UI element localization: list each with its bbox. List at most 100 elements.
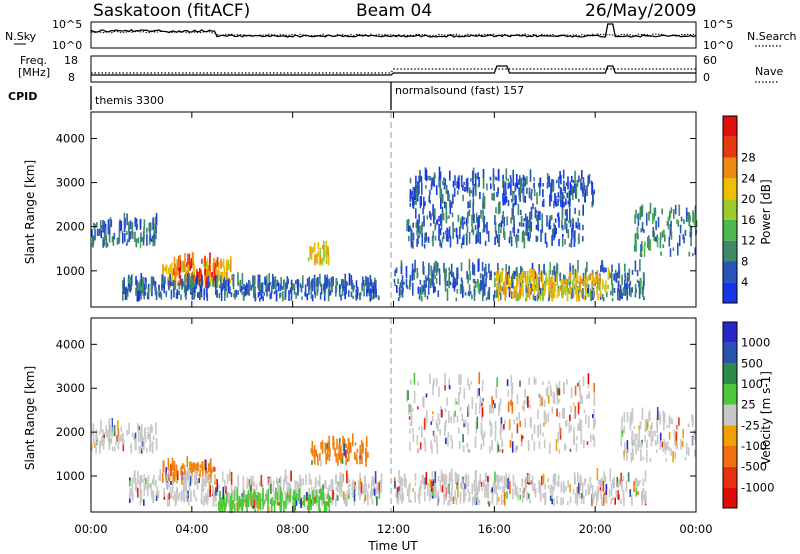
velocity-cell-2-326 <box>163 488 165 497</box>
power-cell-3-344 <box>241 285 243 291</box>
velocity-cell-2-334 <box>284 469 287 482</box>
power-cell-2-32 <box>213 267 216 281</box>
power-cell-5-133 <box>452 233 454 240</box>
power-cell-5-221 <box>412 241 414 249</box>
velocity-cell-6-375 <box>509 481 511 495</box>
velocity-cell-2-34 <box>168 496 171 507</box>
power-cell-7-227 <box>497 263 499 275</box>
power-cell-9-68 <box>641 204 644 217</box>
power-cell-8-107 <box>524 271 527 283</box>
velocity-cell-5-277 <box>520 441 523 447</box>
power-cell-9-10 <box>661 208 663 215</box>
power-frame <box>90 111 697 308</box>
power-cell-5-30 <box>551 235 553 246</box>
power-cell-6-213 <box>497 187 500 194</box>
velocity-cell-6-262 <box>532 483 534 491</box>
velocity-cell-7-96 <box>662 410 665 422</box>
power-cell-3-184 <box>273 279 276 288</box>
power-colorbar-seg-5 <box>723 178 737 200</box>
power-cell-6-96 <box>514 182 517 192</box>
power-cell-3-30 <box>125 291 128 301</box>
power-cell-3-362 <box>272 273 274 287</box>
velocity-cell-6-273 <box>487 486 490 499</box>
power-cell-1-51 <box>167 278 169 286</box>
velocity-cell-5-91 <box>508 419 511 431</box>
velocity-cell-6-8 <box>478 499 481 506</box>
power-cell-2-67 <box>213 258 215 267</box>
power-cell-7-298 <box>422 261 424 274</box>
velocity-cell-6-222 <box>544 501 546 506</box>
power-cell-7-115 <box>405 278 408 288</box>
power-cell-3-384 <box>326 277 329 287</box>
power-cell-3-253 <box>338 292 341 297</box>
velocity-cell-5-271 <box>511 387 513 400</box>
power-cell-3-341 <box>260 282 263 295</box>
power-cell-2-71 <box>201 258 203 264</box>
power-cell-9-42 <box>634 245 636 252</box>
velocity-cell-4-35 <box>359 455 362 459</box>
power-cell-8-135 <box>564 285 567 291</box>
velocity-colorbar-tick-3: 25 <box>741 398 756 412</box>
velocity-cell-5-151 <box>576 436 578 441</box>
velocity-cell-6-293 <box>523 492 526 498</box>
velocity-cell-5-61 <box>542 432 544 437</box>
velocity-cell-5-52 <box>462 434 464 443</box>
velocity-cell-2-89 <box>267 476 269 486</box>
power-cell-3-310 <box>227 279 230 288</box>
power-cell-5-234 <box>476 235 479 241</box>
power-cell-5-58 <box>463 217 465 221</box>
velocity-cell-2-344 <box>237 475 239 483</box>
velocity-cell-3-75 <box>229 503 232 513</box>
power-cell-8-58 <box>522 270 524 281</box>
power-cell-8-136 <box>511 293 514 298</box>
power-cell-2-60 <box>178 256 181 268</box>
power-cell-6-76 <box>486 183 488 191</box>
power-cell-3-260 <box>369 275 372 286</box>
power-colorbar-seg-3 <box>723 219 737 241</box>
velocity-cell-2-370 <box>131 477 133 490</box>
velocity-cell-6-384 <box>504 477 506 486</box>
power-cell-7-374 <box>536 294 539 302</box>
velocity-cell-2-269 <box>349 483 351 487</box>
power-cell-5-129 <box>517 234 520 242</box>
velocity-cell-6-328 <box>599 479 601 488</box>
velocity-cell-5-149 <box>551 406 554 414</box>
velocity-cell-2-1 <box>143 473 146 481</box>
velocity-cell-6-50 <box>477 485 479 494</box>
power-cell-8-61 <box>561 287 563 298</box>
power-cell-2-48 <box>190 258 193 269</box>
power-cell-3-338 <box>145 281 147 286</box>
velocity-cell-2-76 <box>344 493 347 502</box>
velocity-cell-6-150 <box>587 483 590 496</box>
velocity-cell-5-251 <box>552 391 555 404</box>
velocity-cell-2-199 <box>373 484 376 491</box>
power-cell-6-81 <box>588 174 591 184</box>
velocity-cell-2-85 <box>364 490 367 496</box>
power-cell-7-280 <box>535 284 537 290</box>
velocity-cell-2-192 <box>204 492 207 503</box>
velocity-cell-2-368 <box>150 482 153 495</box>
power-cell-7-376 <box>611 272 613 284</box>
velocity-cell-2-145 <box>143 482 146 490</box>
velocity-cell-6-288 <box>567 501 569 506</box>
power-cell-6-294 <box>424 201 426 207</box>
velocity-cell-6-249 <box>638 480 640 486</box>
power-cell-6-37 <box>526 176 528 185</box>
velocity-cell-5-242 <box>540 395 542 404</box>
power-cell-7-89 <box>479 273 482 279</box>
power-cell-3-383 <box>220 276 222 287</box>
power-cell-5-267 <box>498 233 501 240</box>
velocity-cell-2-337 <box>182 474 185 484</box>
velocity-cell-0-24 <box>91 442 93 452</box>
power-cell-6-198 <box>567 176 569 190</box>
velocity-cell-0-89 <box>103 434 105 438</box>
velocity-cell-2-102 <box>279 475 282 488</box>
velocity-cell-0-70 <box>122 432 124 443</box>
velocity-cell-0-11 <box>110 438 113 444</box>
power-cell-5-269 <box>478 232 481 244</box>
power-cell-5-61 <box>468 209 471 217</box>
velocity-cell-2-335 <box>214 496 217 501</box>
velocity-cell-2-354 <box>374 471 377 484</box>
velocity-cell-6-366 <box>465 483 468 489</box>
velocity-cell-3-162 <box>231 503 233 508</box>
